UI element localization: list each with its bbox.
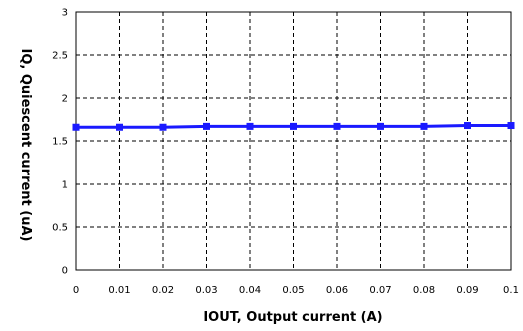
tick-labels: 0 0.5 1 1.5 2 2.5 3 0 0.01 0.02 0.03 0.04 0.05 0.06 0.… <box>52 8 519 297</box>
y-tick-label: 3 <box>62 8 68 19</box>
x-tick-label: 0 <box>73 285 79 296</box>
y-tick-label: 2 <box>62 94 68 105</box>
y-tick-label: 0.5 <box>52 223 68 234</box>
data-point-marker <box>246 122 254 130</box>
data-point-marker <box>464 122 471 130</box>
data-point-marker <box>420 122 428 130</box>
x-tick-label: 0.01 <box>108 285 130 296</box>
x-tick-label: 0.03 <box>195 285 217 296</box>
x-tick-label: 0.05 <box>282 285 304 296</box>
data-point-marker <box>116 123 123 131</box>
y-tick-label: 1 <box>62 180 68 191</box>
x-tick-label: 0.1 <box>503 285 519 296</box>
x-axis-title: IOUT, Output current (A) <box>203 310 382 325</box>
data-series <box>72 122 515 131</box>
data-point-marker <box>72 123 80 131</box>
data-point-marker <box>203 122 210 130</box>
x-tick-label: 0.02 <box>152 285 174 296</box>
y-tick-label: 0 <box>62 266 68 277</box>
data-point-marker <box>159 123 167 131</box>
grid-lines <box>76 12 511 270</box>
x-tick-label: 0.08 <box>413 285 435 296</box>
x-tick-label: 0.04 <box>239 285 261 296</box>
data-point-marker <box>290 122 297 130</box>
x-tick-label: 0.07 <box>369 285 391 296</box>
y-tick-label: 2.5 <box>52 51 68 62</box>
y-axis-title: IQ, Quiescent current (uA) <box>18 49 33 242</box>
x-tick-label: 0.06 <box>326 285 348 296</box>
data-point-marker <box>377 122 384 130</box>
x-tick-label: 0.09 <box>456 285 478 296</box>
data-point-marker <box>333 122 341 130</box>
y-tick-label: 1.5 <box>52 137 68 148</box>
data-point-marker <box>507 122 515 130</box>
